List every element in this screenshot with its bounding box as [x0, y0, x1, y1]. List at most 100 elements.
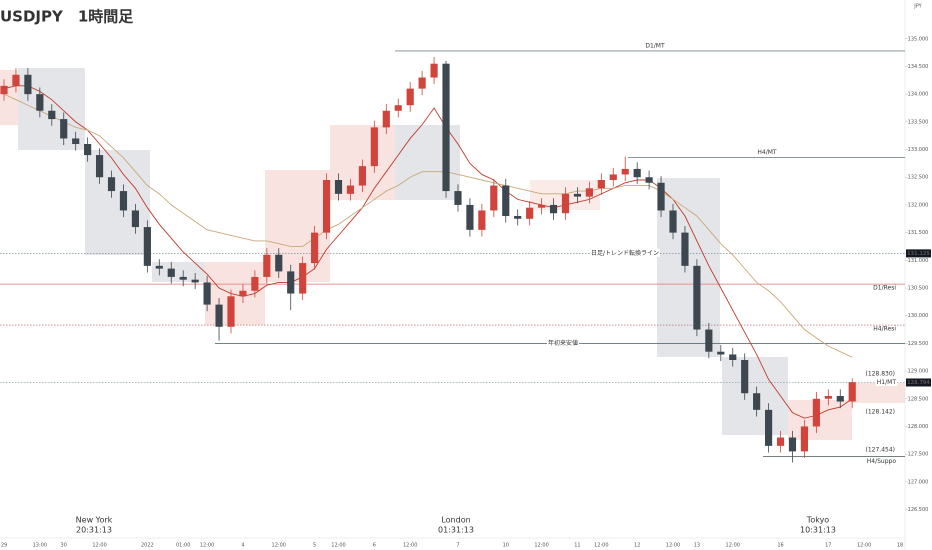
y-tick-label: 132.500 — [908, 175, 929, 181]
candle-body — [478, 210, 486, 230]
candle-body — [633, 168, 641, 178]
annotation: (128.830) — [866, 371, 896, 378]
candle-body — [645, 177, 653, 183]
y-tick-label: 129.500 — [908, 341, 929, 347]
y-tick-label: 131.000 — [908, 258, 929, 264]
x-tick-label: 12:00 — [726, 543, 740, 549]
candle-body — [442, 63, 450, 192]
candle-body — [753, 393, 761, 410]
candle-body — [765, 409, 773, 446]
candle-body — [311, 232, 319, 264]
candle-body — [24, 74, 32, 95]
zone — [395, 125, 460, 200]
x-tick-label: 29 — [1, 543, 7, 549]
candle-body — [788, 437, 797, 452]
candle-body — [84, 144, 92, 156]
candle-body — [621, 168, 629, 175]
candle-body — [131, 210, 139, 228]
candle-body — [60, 119, 68, 139]
session-time: 10:31:13 — [800, 526, 836, 535]
x-tick-label: 12:00 — [331, 543, 345, 549]
x-tick-label: 13:00 — [33, 543, 47, 549]
candle-body — [657, 182, 665, 211]
candle-body — [394, 105, 402, 111]
session-time: 01:31:13 — [438, 526, 474, 535]
x-tick-label: 12:00 — [594, 543, 608, 549]
label-bg — [589, 248, 661, 257]
x-tick-label: 12 — [634, 543, 640, 549]
level-label: H4/MT — [757, 149, 777, 156]
level-label: H4/Resi — [873, 326, 896, 333]
candle-body — [526, 207, 534, 219]
candle-body — [406, 88, 414, 106]
session-name: New York — [76, 516, 113, 525]
x-tick-label: 17 — [825, 543, 831, 549]
candle-body — [215, 304, 223, 327]
zones — [0, 68, 905, 440]
x-tick-label: 01:00 — [176, 543, 190, 549]
y-tick-label: 129.000 — [908, 369, 929, 375]
x-tick-label: 11 — [574, 543, 580, 549]
candle-body — [48, 110, 56, 120]
candle-body — [143, 227, 151, 266]
y-tick-label: 130.000 — [908, 313, 929, 319]
candle-body — [275, 254, 283, 272]
y-tick-label: 128.000 — [908, 424, 929, 430]
candle-body — [287, 271, 295, 294]
candle-body — [191, 279, 199, 283]
label-bg — [546, 338, 580, 347]
candle-body — [729, 354, 737, 360]
candle-body — [227, 296, 235, 327]
candle-body — [334, 180, 343, 194]
candle-body — [717, 351, 725, 355]
candle-body — [36, 94, 44, 111]
candle-body — [800, 426, 809, 452]
session-name: London — [441, 516, 470, 525]
x-tick-label: 12:00 — [857, 543, 871, 549]
session-name: Tokyo — [806, 516, 830, 525]
x-tick-label: 4 — [241, 543, 244, 549]
x-tick-label: 7 — [456, 543, 459, 549]
price-badge-label: 131.125 — [907, 251, 930, 257]
candle-body — [561, 193, 570, 214]
candle-body — [681, 232, 689, 266]
level-label: 日足/トレンド転換ライン — [591, 249, 659, 257]
y-tick-label: 133.500 — [908, 119, 929, 125]
x-tick-label: 10 — [503, 543, 509, 549]
candle-body — [179, 276, 187, 280]
x-tick-label: 12:00 — [534, 543, 548, 549]
x-tick-label: 12:00 — [666, 543, 680, 549]
x-tick-label: 18 — [897, 543, 903, 549]
price-badge-label: 128.794 — [907, 380, 930, 386]
y-tick-label: 130.500 — [908, 286, 929, 292]
x-tick-label: 12:00 — [272, 543, 286, 549]
candle-body — [346, 185, 355, 194]
candle-body — [609, 174, 617, 180]
candle-body — [322, 180, 331, 233]
y-tick-label: 126.500 — [908, 507, 929, 513]
candle-body — [358, 166, 366, 186]
y-tick-label: 134.500 — [908, 64, 929, 70]
candle-body — [502, 185, 510, 216]
candle-body — [119, 191, 128, 211]
candle-body — [263, 254, 271, 277]
candle-body — [693, 265, 701, 330]
candle-body — [514, 216, 522, 219]
candle-body — [418, 77, 426, 89]
zone — [852, 383, 905, 403]
candle-body — [848, 382, 856, 402]
candle-body — [490, 185, 498, 211]
candle-body — [454, 191, 462, 205]
candle-body — [107, 177, 116, 192]
candle-body — [741, 360, 749, 394]
candle-body — [0, 85, 8, 95]
candle-body — [705, 329, 713, 352]
candle-body — [203, 282, 211, 305]
y-tick-label: 132.000 — [908, 202, 929, 208]
price-badge — [906, 378, 931, 387]
candle-body — [239, 290, 247, 297]
ma-line — [3, 85, 853, 419]
candle-body — [370, 127, 378, 167]
chart-title: USDJPY 1時間足 — [0, 8, 134, 26]
